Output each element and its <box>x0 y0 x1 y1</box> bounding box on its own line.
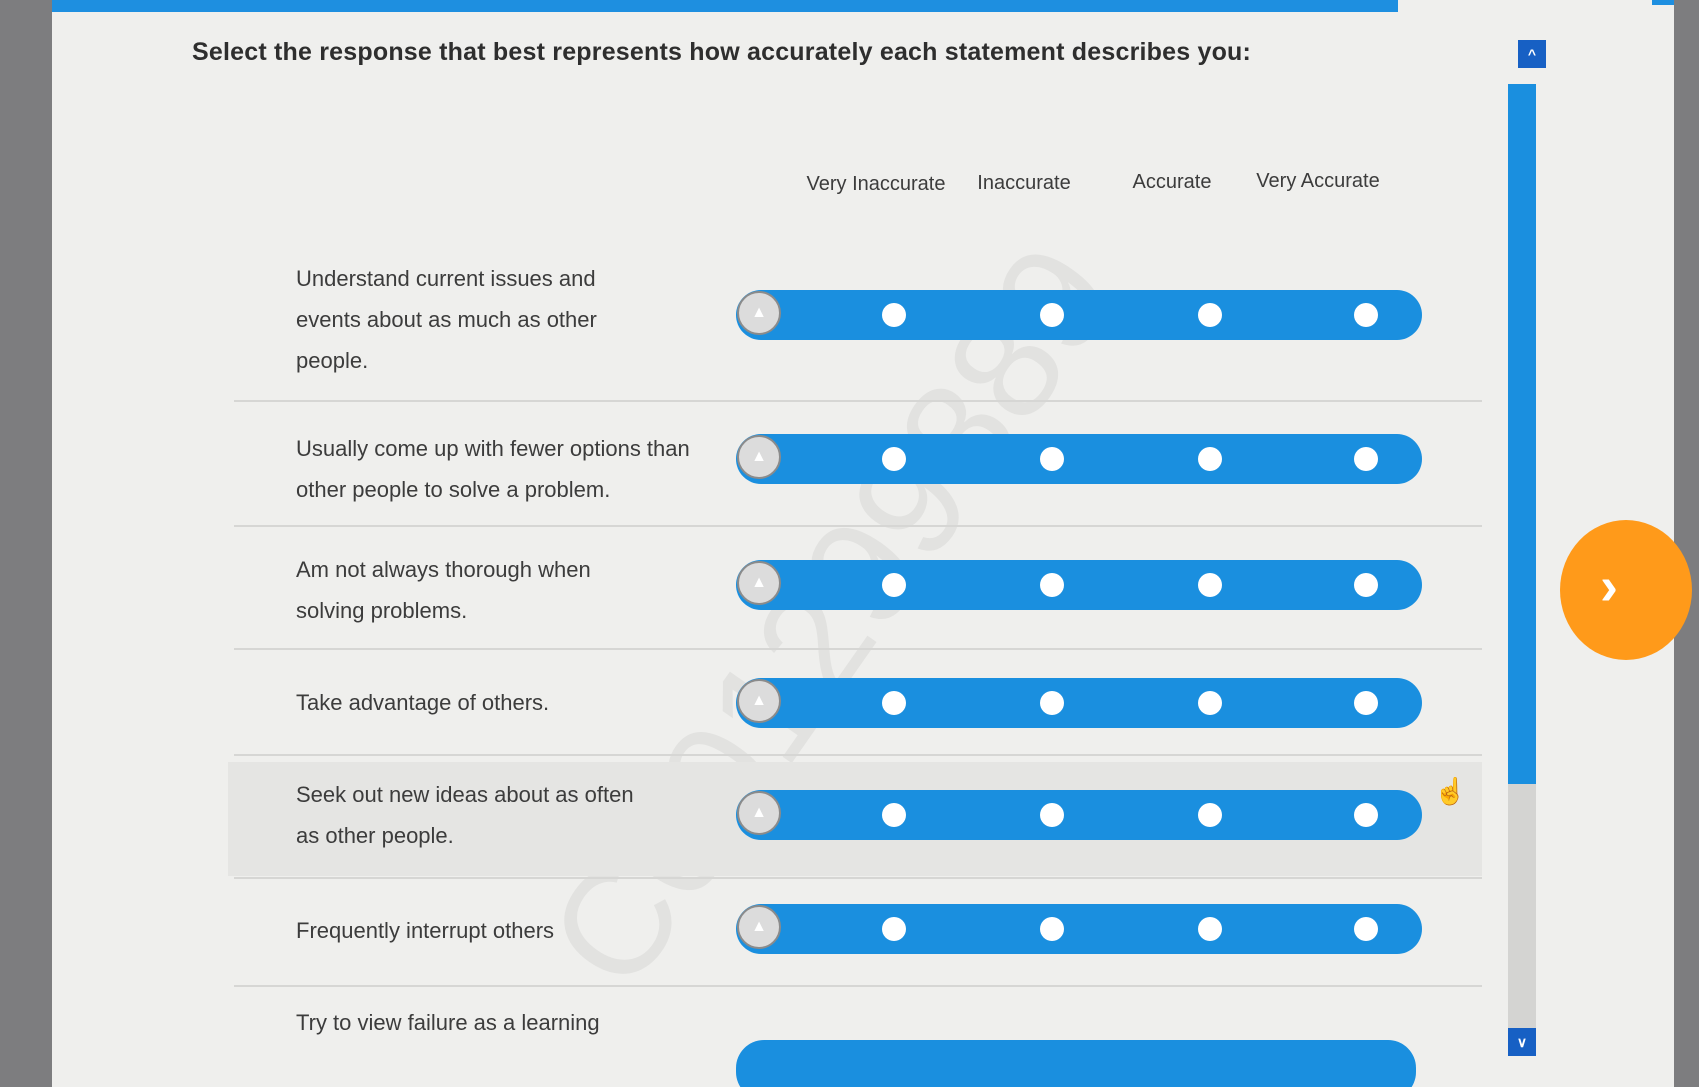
option-inaccurate[interactable] <box>1040 447 1064 471</box>
option-very-inaccurate[interactable] <box>882 917 906 941</box>
question-row-hovered: Seek out new ideas about as often as oth… <box>228 762 1482 876</box>
option-very-inaccurate[interactable] <box>882 691 906 715</box>
row-divider <box>234 877 1482 879</box>
column-header-inaccurate: Inaccurate <box>977 172 1071 194</box>
scrollbar-thumb[interactable] <box>1508 84 1536 784</box>
option-accurate[interactable] <box>1198 803 1222 827</box>
chevron-down-icon: ∨ <box>1516 1033 1528 1050</box>
top-strip-right <box>1652 0 1674 5</box>
response-slider[interactable]: ▲ <box>736 560 1422 610</box>
option-inaccurate[interactable] <box>1040 691 1064 715</box>
statement-text: Take advantage of others. <box>296 690 550 715</box>
option-inaccurate[interactable] <box>1040 917 1064 941</box>
statement-text: Try to view failure as a learning <box>296 1010 600 1035</box>
statement-text: Seek out new ideas about as often as oth… <box>296 782 634 848</box>
response-slider[interactable]: ▲ <box>736 790 1422 840</box>
response-slider[interactable]: ▲ <box>736 904 1422 954</box>
option-very-accurate[interactable] <box>1354 303 1378 327</box>
scroll-up-button[interactable]: ^ <box>1518 40 1546 68</box>
option-very-inaccurate[interactable] <box>882 573 906 597</box>
question-row: Take advantage of others. ▲ <box>228 660 1482 755</box>
statement-text: Frequently interrupt others <box>296 918 555 943</box>
slider-handle[interactable]: ▲ <box>737 791 781 835</box>
question-row: Usually come up with fewer options than … <box>228 414 1482 524</box>
option-very-inaccurate[interactable] <box>882 303 906 327</box>
option-inaccurate[interactable] <box>1040 573 1064 597</box>
column-header-very-inaccurate: Very Inaccurate <box>806 173 946 195</box>
top-progress-strip <box>52 0 1398 12</box>
option-accurate[interactable] <box>1198 447 1222 471</box>
statement-text: Usually come up with fewer options than … <box>296 436 690 502</box>
statement-text: Am not always thorough when solving prob… <box>296 557 591 623</box>
scroll-down-button[interactable]: ∨ <box>1508 1028 1536 1056</box>
survey-panel: C001299889 Select the response that best… <box>52 0 1674 1087</box>
row-divider <box>234 525 1482 527</box>
row-divider <box>234 400 1482 402</box>
row-divider <box>234 648 1482 650</box>
slider-handle[interactable]: ▲ <box>737 435 781 479</box>
option-accurate[interactable] <box>1198 691 1222 715</box>
option-very-accurate[interactable] <box>1354 691 1378 715</box>
row-divider <box>234 985 1482 987</box>
slider-handle[interactable]: ▲ <box>737 561 781 605</box>
question-row: Am not always thorough when solving prob… <box>228 540 1482 650</box>
slider-handle[interactable]: ▲ <box>737 905 781 949</box>
slider-handle[interactable]: ▲ <box>737 679 781 723</box>
response-slider[interactable]: ▲ <box>736 290 1422 340</box>
statement-text: Understand current issues and events abo… <box>296 266 597 373</box>
option-very-accurate[interactable] <box>1354 447 1378 471</box>
chevron-right-icon: › <box>1600 556 1618 616</box>
option-accurate[interactable] <box>1198 303 1222 327</box>
response-slider[interactable]: ▲ <box>736 434 1422 484</box>
row-divider <box>234 754 1482 756</box>
hand-pointer-icon: ☝ <box>1434 776 1467 806</box>
column-header-very-accurate: Very Accurate <box>1256 170 1380 192</box>
response-slider-partial[interactable] <box>736 1040 1416 1087</box>
column-header-accurate: Accurate <box>1132 171 1212 193</box>
option-very-accurate[interactable] <box>1354 573 1378 597</box>
option-very-accurate[interactable] <box>1354 803 1378 827</box>
question-row: Frequently interrupt others ▲ <box>228 888 1482 988</box>
option-very-inaccurate[interactable] <box>882 447 906 471</box>
slider-handle[interactable]: ▲ <box>737 291 781 335</box>
option-inaccurate[interactable] <box>1040 803 1064 827</box>
question-row: Try to view failure as a learning <box>228 1000 1482 1087</box>
option-very-inaccurate[interactable] <box>882 803 906 827</box>
option-accurate[interactable] <box>1198 573 1222 597</box>
question-row: Understand current issues and events abo… <box>228 250 1482 400</box>
option-accurate[interactable] <box>1198 917 1222 941</box>
chevron-up-icon: ^ <box>1527 46 1537 62</box>
next-button[interactable]: › <box>1560 520 1692 660</box>
option-inaccurate[interactable] <box>1040 303 1064 327</box>
option-very-accurate[interactable] <box>1354 917 1378 941</box>
response-slider[interactable]: ▲ <box>736 678 1422 728</box>
page-title: Select the response that best represents… <box>192 38 1252 66</box>
